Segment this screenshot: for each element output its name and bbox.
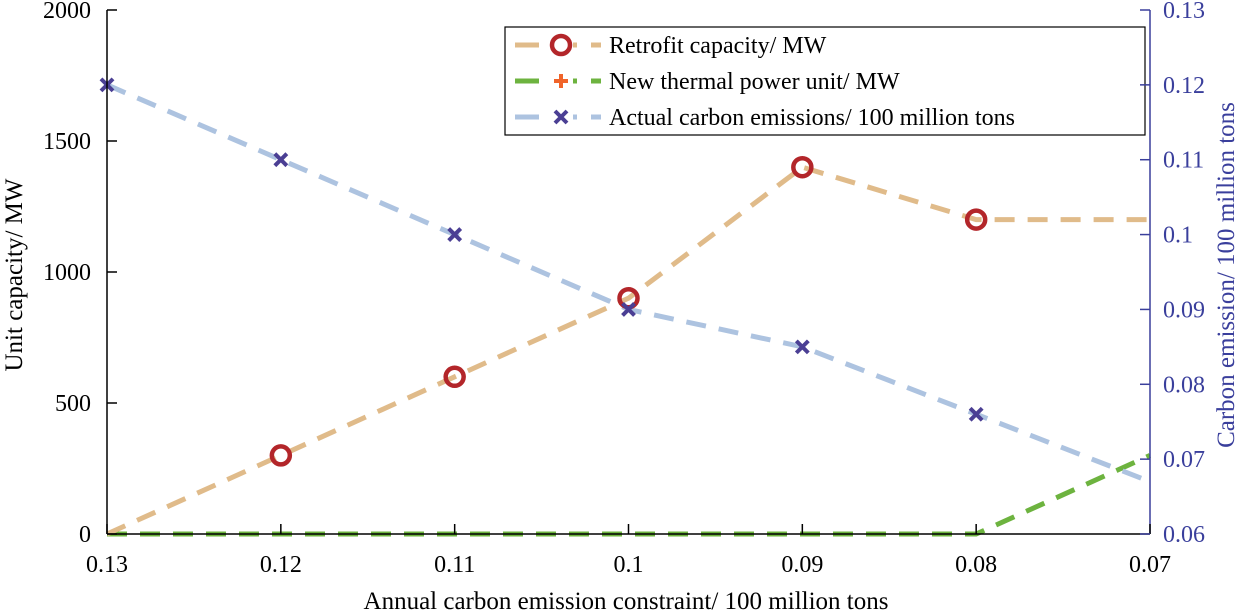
x-tick-label: 0.09 — [781, 552, 823, 578]
data-point-marker — [447, 227, 463, 242]
y-right-tick-label: 0.08 — [1163, 372, 1205, 398]
legend-marker — [553, 109, 569, 125]
series-line-2 — [106, 82, 1151, 484]
y-right-tick-label: 0.13 — [1163, 0, 1205, 24]
legend-marker — [549, 33, 573, 57]
legend-box — [504, 26, 1146, 136]
axes: 0.13 0.12 0.11 0.1 0.09 0.08 0.07 0 500 1000 1500 2… — [43, 0, 1205, 578]
y-axis-right-title: Carbon emission/ 100 million tons — [1213, 102, 1240, 448]
x-tick-label: 0.07 — [1129, 552, 1171, 578]
data-point-marker — [273, 152, 289, 168]
y-right-tick-label: 0.1 — [1163, 223, 1193, 249]
y-left-tick-label: 500 — [55, 391, 91, 417]
x-tick-label: 0.13 — [86, 552, 128, 578]
legend-marker — [554, 74, 568, 88]
data-point-marker — [621, 302, 636, 317]
data-point-marker — [791, 155, 814, 179]
y-left-tick-label: 1000 — [43, 260, 91, 286]
y-left-tick-label: 2000 — [43, 0, 91, 24]
series-line-1 — [107, 453, 1152, 537]
plot-area — [99, 77, 1152, 537]
y-left-tick-label: 1500 — [43, 129, 91, 155]
legend-label: Actual carbon emissions/ 100 million ton… — [609, 105, 1015, 131]
y-right-tick-label: 0.09 — [1163, 297, 1205, 323]
data-point-marker — [964, 208, 988, 231]
x-tick-label: 0.12 — [260, 552, 302, 578]
y-right-tick-label: 0.12 — [1163, 73, 1205, 99]
y-left-tick-label: 0 — [79, 522, 91, 548]
x-tick-label: 0.11 — [434, 552, 475, 578]
data-point-marker — [794, 339, 810, 355]
y-right-tick-label: 0.11 — [1163, 148, 1204, 174]
series-line-0 — [105, 164, 1150, 537]
data-point-marker — [968, 406, 984, 422]
data-point-marker — [269, 444, 293, 467]
x-tick-label: 0.1 — [614, 552, 644, 578]
x-tick-label: 0.08 — [955, 552, 997, 578]
legend: Retrofit capacity/ MW New thermal power u… — [504, 26, 1146, 136]
y-axis-left-title: Unit capacity/ MW — [1, 178, 28, 371]
legend-label: Retrofit capacity/ MW — [609, 33, 827, 59]
data-point-marker — [443, 365, 466, 389]
y-right-tick-label: 0.06 — [1163, 522, 1205, 548]
legend-label: New thermal power unit/ MW — [609, 69, 900, 95]
y-right-tick-label: 0.07 — [1163, 447, 1205, 473]
x-axis-title: Annual carbon emission constraint/ 100 m… — [364, 588, 889, 611]
